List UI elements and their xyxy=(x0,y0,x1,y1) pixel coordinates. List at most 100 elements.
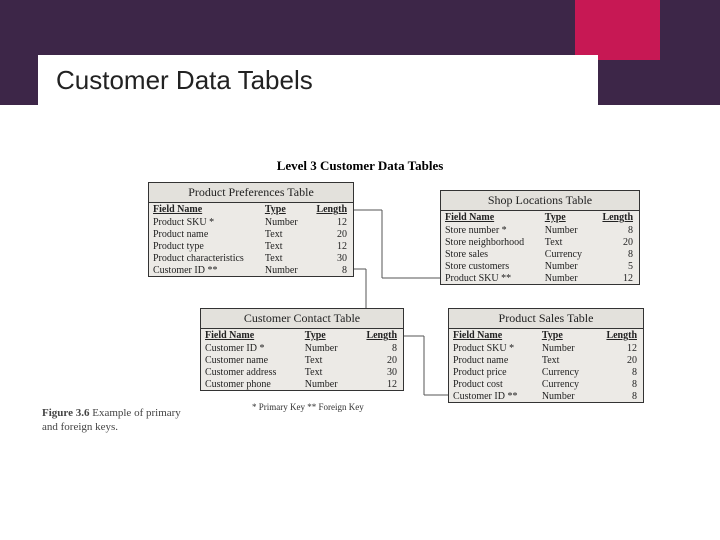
table-row: Customer ID **Number8 xyxy=(449,390,643,402)
table-title: Customer Contact Table xyxy=(201,309,403,329)
table-cell: 8 xyxy=(593,366,643,378)
table-cell: Store number * xyxy=(441,224,541,236)
table-shop-locations: Shop Locations TableField NameTypeLength… xyxy=(440,190,640,285)
table-row: Product SKU *Number12 xyxy=(449,342,643,354)
table-cell: Customer ID * xyxy=(201,342,301,354)
key-note: * Primary Key ** Foreign Key xyxy=(252,402,364,412)
table-cell: Text xyxy=(541,236,593,248)
table-cell: Product characteristics xyxy=(149,252,261,264)
table-row: Store neighborhoodText20 xyxy=(441,236,639,248)
table-cell: Text xyxy=(261,228,307,240)
column-header: Field Name xyxy=(449,329,538,342)
table-cell: Currency xyxy=(538,378,593,390)
table-cell: Store sales xyxy=(441,248,541,260)
table-cell: 8 xyxy=(307,264,353,276)
column-header: Field Name xyxy=(441,211,541,224)
table-cell: Product SKU * xyxy=(149,216,261,228)
table-cell: Product type xyxy=(149,240,261,252)
table-cell: 8 xyxy=(352,342,403,354)
table-cell: Number xyxy=(301,378,352,390)
table-cell: Customer address xyxy=(201,366,301,378)
table-cell: Product name xyxy=(149,228,261,240)
table-cell: 20 xyxy=(593,236,639,248)
table-row: Product nameText20 xyxy=(449,354,643,366)
table-row: Product costCurrency8 xyxy=(449,378,643,390)
table-cell: Product SKU * xyxy=(449,342,538,354)
table-cell: Number xyxy=(541,224,593,236)
table-cell: Customer ID ** xyxy=(449,390,538,402)
column-header: Length xyxy=(307,203,353,216)
table-row: Customer ID **Number8 xyxy=(149,264,353,276)
table-row: Store customersNumber5 xyxy=(441,260,639,272)
table-cell: Store customers xyxy=(441,260,541,272)
table-cell: Number xyxy=(541,260,593,272)
table-row: Store salesCurrency8 xyxy=(441,248,639,260)
table-title: Product Sales Table xyxy=(449,309,643,329)
table-cell: Number xyxy=(541,272,593,284)
table-cell: 30 xyxy=(352,366,403,378)
slide-title: Customer Data Tabels xyxy=(56,65,313,96)
table-row: Product SKU **Number12 xyxy=(441,272,639,284)
table-row: Product typeText12 xyxy=(149,240,353,252)
column-header: Field Name xyxy=(149,203,261,216)
column-header: Type xyxy=(538,329,593,342)
table-cell: Currency xyxy=(538,366,593,378)
table-row: Customer phoneNumber12 xyxy=(201,378,403,390)
table-row: Customer ID *Number8 xyxy=(201,342,403,354)
table-cell: 20 xyxy=(307,228,353,240)
table-cell: 20 xyxy=(352,354,403,366)
table-cell: Number xyxy=(261,216,307,228)
table-cell: Text xyxy=(261,252,307,264)
table-row: Product SKU *Number12 xyxy=(149,216,353,228)
table-cell: Product price xyxy=(449,366,538,378)
column-header: Length xyxy=(593,211,639,224)
column-header: Type xyxy=(301,329,352,342)
table-cell: 8 xyxy=(593,248,639,260)
table-cell: 8 xyxy=(593,224,639,236)
column-header: Field Name xyxy=(201,329,301,342)
table-customer-contact: Customer Contact TableField NameTypeLeng… xyxy=(200,308,404,391)
table-cell: Text xyxy=(261,240,307,252)
table-cell: Number xyxy=(538,390,593,402)
accent-block xyxy=(575,0,660,60)
section-title: Level 3 Customer Data Tables xyxy=(277,158,444,174)
table-cell: 8 xyxy=(593,378,643,390)
table-row: Customer addressText30 xyxy=(201,366,403,378)
table-row: Product priceCurrency8 xyxy=(449,366,643,378)
table-cell: Product name xyxy=(449,354,538,366)
table-cell: 8 xyxy=(593,390,643,402)
table-cell: Text xyxy=(538,354,593,366)
figure-caption-bold: Figure 3.6 xyxy=(42,407,89,419)
table-cell: Text xyxy=(301,354,352,366)
table-row: Store number *Number8 xyxy=(441,224,639,236)
table-cell: Product cost xyxy=(449,378,538,390)
table-cell: Number xyxy=(301,342,352,354)
table-cell: 12 xyxy=(593,342,643,354)
table-row: Product characteristicsText30 xyxy=(149,252,353,264)
table-cell: Product SKU ** xyxy=(441,272,541,284)
column-header: Length xyxy=(593,329,643,342)
table-cell: Customer phone xyxy=(201,378,301,390)
slide-title-box: Customer Data Tabels xyxy=(38,55,598,105)
table-cell: 30 xyxy=(307,252,353,264)
table-product-sales: Product Sales TableField NameTypeLengthP… xyxy=(448,308,644,403)
table-cell: Store neighborhood xyxy=(441,236,541,248)
table-cell: Text xyxy=(301,366,352,378)
column-header: Type xyxy=(541,211,593,224)
table-row: Product nameText20 xyxy=(149,228,353,240)
table-cell: Number xyxy=(261,264,307,276)
column-header: Length xyxy=(352,329,403,342)
table-cell: 12 xyxy=(593,272,639,284)
table-cell: 12 xyxy=(307,240,353,252)
table-row: Customer nameText20 xyxy=(201,354,403,366)
table-cell: 12 xyxy=(307,216,353,228)
table-product-preferences: Product Preferences TableField NameTypeL… xyxy=(148,182,354,277)
figure-caption: Figure 3.6 Example of primary and foreig… xyxy=(42,406,192,435)
table-cell: 12 xyxy=(352,378,403,390)
table-cell: 5 xyxy=(593,260,639,272)
table-cell: Customer ID ** xyxy=(149,264,261,276)
diagram-area: Level 3 Customer Data Tables Product Pre… xyxy=(0,150,720,510)
table-cell: 20 xyxy=(593,354,643,366)
table-title: Product Preferences Table xyxy=(149,183,353,203)
table-cell: Customer name xyxy=(201,354,301,366)
